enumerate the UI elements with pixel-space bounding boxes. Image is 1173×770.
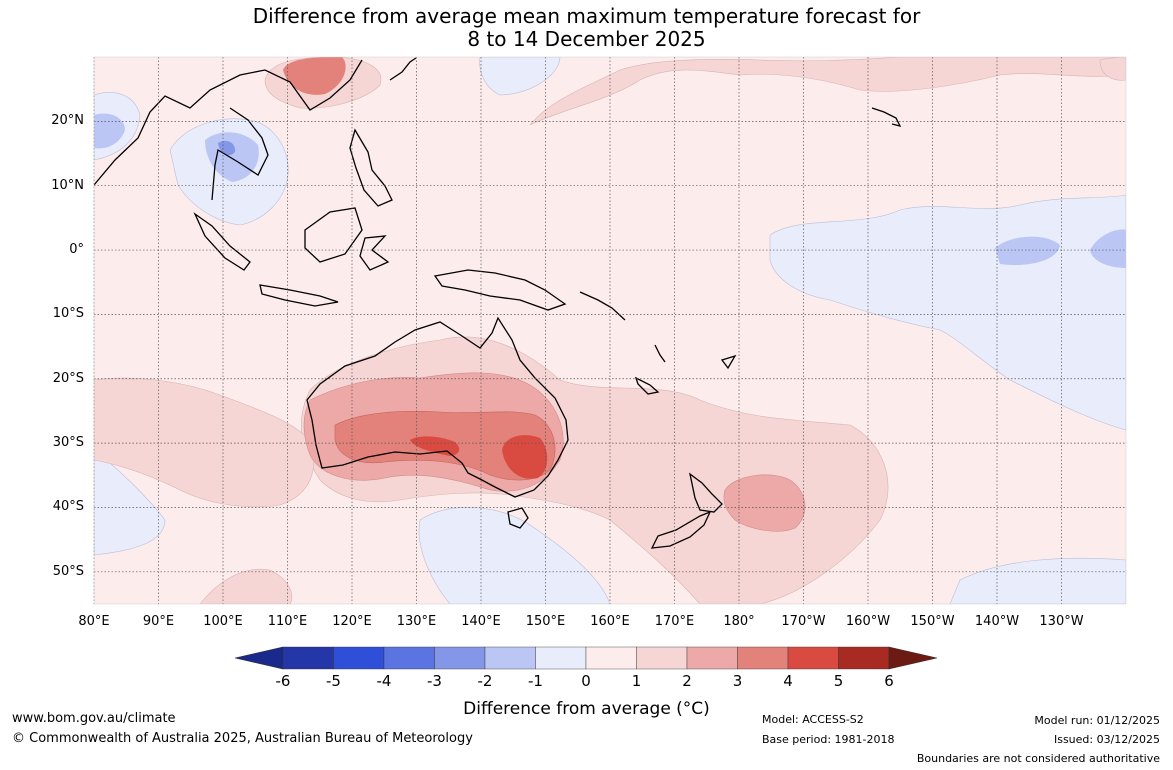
anomaly-region-north-pacific-warm	[529, 57, 1126, 126]
anomaly-region-indian-ocean-warm	[94, 377, 314, 508]
anomaly-region-australia-hot-east	[502, 435, 548, 479]
colorbar-swatch	[838, 646, 890, 670]
colorbar-low-extend-arrow	[234, 646, 284, 670]
australia-coastline	[306, 316, 569, 498]
longitude-label: 160°W	[845, 614, 891, 629]
latitude-label: 20°N	[51, 113, 84, 129]
anomaly-region-cool-strong-5	[218, 140, 236, 156]
latitude-label: 0°	[69, 242, 84, 258]
latitude-label: 40°S	[52, 499, 84, 515]
anomaly-region-cool-strong-2	[1090, 229, 1126, 268]
colorbar-tick-label: -6	[275, 672, 291, 690]
new-zealand-north-coastline	[689, 472, 723, 513]
longitude-label: 140°W	[974, 614, 1020, 629]
longitude-label: 80°E	[78, 614, 110, 629]
colorbar-tick-label: 5	[833, 672, 844, 690]
anomaly-region-sw-corner-warm	[199, 568, 293, 604]
vanuatu-coastline	[654, 344, 666, 363]
anomaly-region-nz-east-moderate-warm	[723, 474, 806, 532]
colorbar-tick-label: 0	[581, 672, 591, 690]
sumatra-coastline	[193, 212, 251, 271]
website-link[interactable]: www.bom.gov.au/climate	[12, 711, 176, 726]
java-coastline	[259, 284, 339, 307]
colorbar-swatch	[282, 646, 334, 670]
coastlines	[94, 57, 902, 549]
longitude-label: 110°E	[267, 614, 308, 629]
colorbar-tick-label: 1	[631, 672, 642, 690]
longitude-label: 130°E	[396, 614, 437, 629]
latitude-label: 50°S	[52, 563, 84, 579]
colorbar	[234, 646, 938, 670]
anomaly-region-cool-strong-1	[995, 236, 1060, 266]
mainland-asia-coastline	[94, 59, 363, 201]
issued-date: Issued: 03/12/2025	[1053, 733, 1160, 746]
new-zealand-south-coastline	[650, 510, 712, 549]
colorbar-tick-label: -1	[528, 672, 543, 690]
anomaly-region-cool-strong-4	[94, 113, 125, 149]
solomon-islands-coastline	[579, 291, 626, 321]
longitude-label: 130°W	[1039, 614, 1084, 629]
longitude-label: 160°E	[590, 614, 630, 629]
colorbar-swatch	[686, 646, 738, 670]
colorbar-tick-label: -4	[376, 672, 392, 690]
hawaii-coastline	[871, 107, 902, 127]
model-run-date: Model run: 01/12/2025	[1034, 714, 1160, 727]
fiji-coastline	[720, 354, 737, 370]
longitude-label: 150°W	[910, 614, 955, 629]
tasmania-coastline	[507, 507, 529, 529]
philippines-coastline	[349, 128, 393, 207]
latitude-label: 10°S	[52, 306, 84, 322]
map-title-line2: 8 to 14 December 2025	[467, 27, 706, 51]
anomaly-region-sw-cool	[94, 449, 166, 556]
colorbar-tick-label: -3	[427, 672, 442, 690]
colorbar-swatch	[434, 646, 486, 670]
colorbar-high-extend-arrow	[888, 646, 938, 670]
anomaly-region-ne-warm	[1099, 57, 1126, 81]
colorbar-swatch	[787, 646, 839, 670]
colorbar-swatch	[636, 646, 688, 670]
latitude-label: 20°S	[52, 370, 84, 386]
colorbar-swatch	[535, 646, 587, 670]
map-title-line1: Difference from average mean maximum tem…	[252, 4, 921, 28]
longitude-label: 150°E	[525, 614, 566, 629]
anomaly-region-westpac-north-cool	[479, 57, 561, 96]
longitude-label: 140°E	[461, 614, 501, 629]
new-caledonia-coastline	[634, 376, 660, 395]
colorbar-title: Difference from average (°C)	[463, 699, 710, 719]
longitude-label: 180°	[723, 614, 755, 629]
anomaly-region-southern-ocean-cool	[418, 506, 611, 604]
graticule	[93, 57, 1126, 604]
colorbar-tick-label: 4	[783, 672, 793, 690]
copyright-text: © Commonwealth of Australia 2025, Austra…	[12, 731, 473, 746]
longitude-label: 120°E	[332, 614, 372, 629]
sulawesi-coastline	[359, 235, 390, 271]
longitude-label: 90°E	[142, 614, 175, 629]
colorbar-tick-label: 6	[884, 672, 894, 690]
longitude-label: 100°E	[203, 614, 243, 629]
anomaly-region-north-warm-core	[283, 57, 346, 95]
colorbar-tick-label: 2	[682, 672, 692, 690]
colorbar-swatch	[383, 646, 435, 670]
longitude-label: 170°E	[654, 614, 695, 629]
colorbar-tick-label: -5	[326, 672, 341, 690]
latitude-label: 30°S	[52, 435, 84, 451]
longitude-label: 170°W	[781, 614, 826, 629]
map-frame	[93, 56, 1127, 605]
colorbar-tick-label: 3	[732, 672, 743, 690]
colorbar-swatch	[484, 646, 536, 670]
colorbar-swatch	[333, 646, 385, 670]
boundary-disclaimer: Boundaries are not considered authoritat…	[916, 752, 1160, 765]
base-period: Base period: 1981-2018	[762, 733, 895, 746]
model-name: Model: ACCESS-S2	[762, 713, 864, 726]
new-guinea-coastline	[433, 269, 567, 311]
latitude-label: 10°N	[51, 177, 84, 193]
colorbar-swatch	[585, 646, 637, 670]
colorbar-tick-label: -2	[477, 672, 493, 690]
colorbar-swatch	[737, 646, 789, 670]
japan-coastline	[389, 57, 417, 81]
